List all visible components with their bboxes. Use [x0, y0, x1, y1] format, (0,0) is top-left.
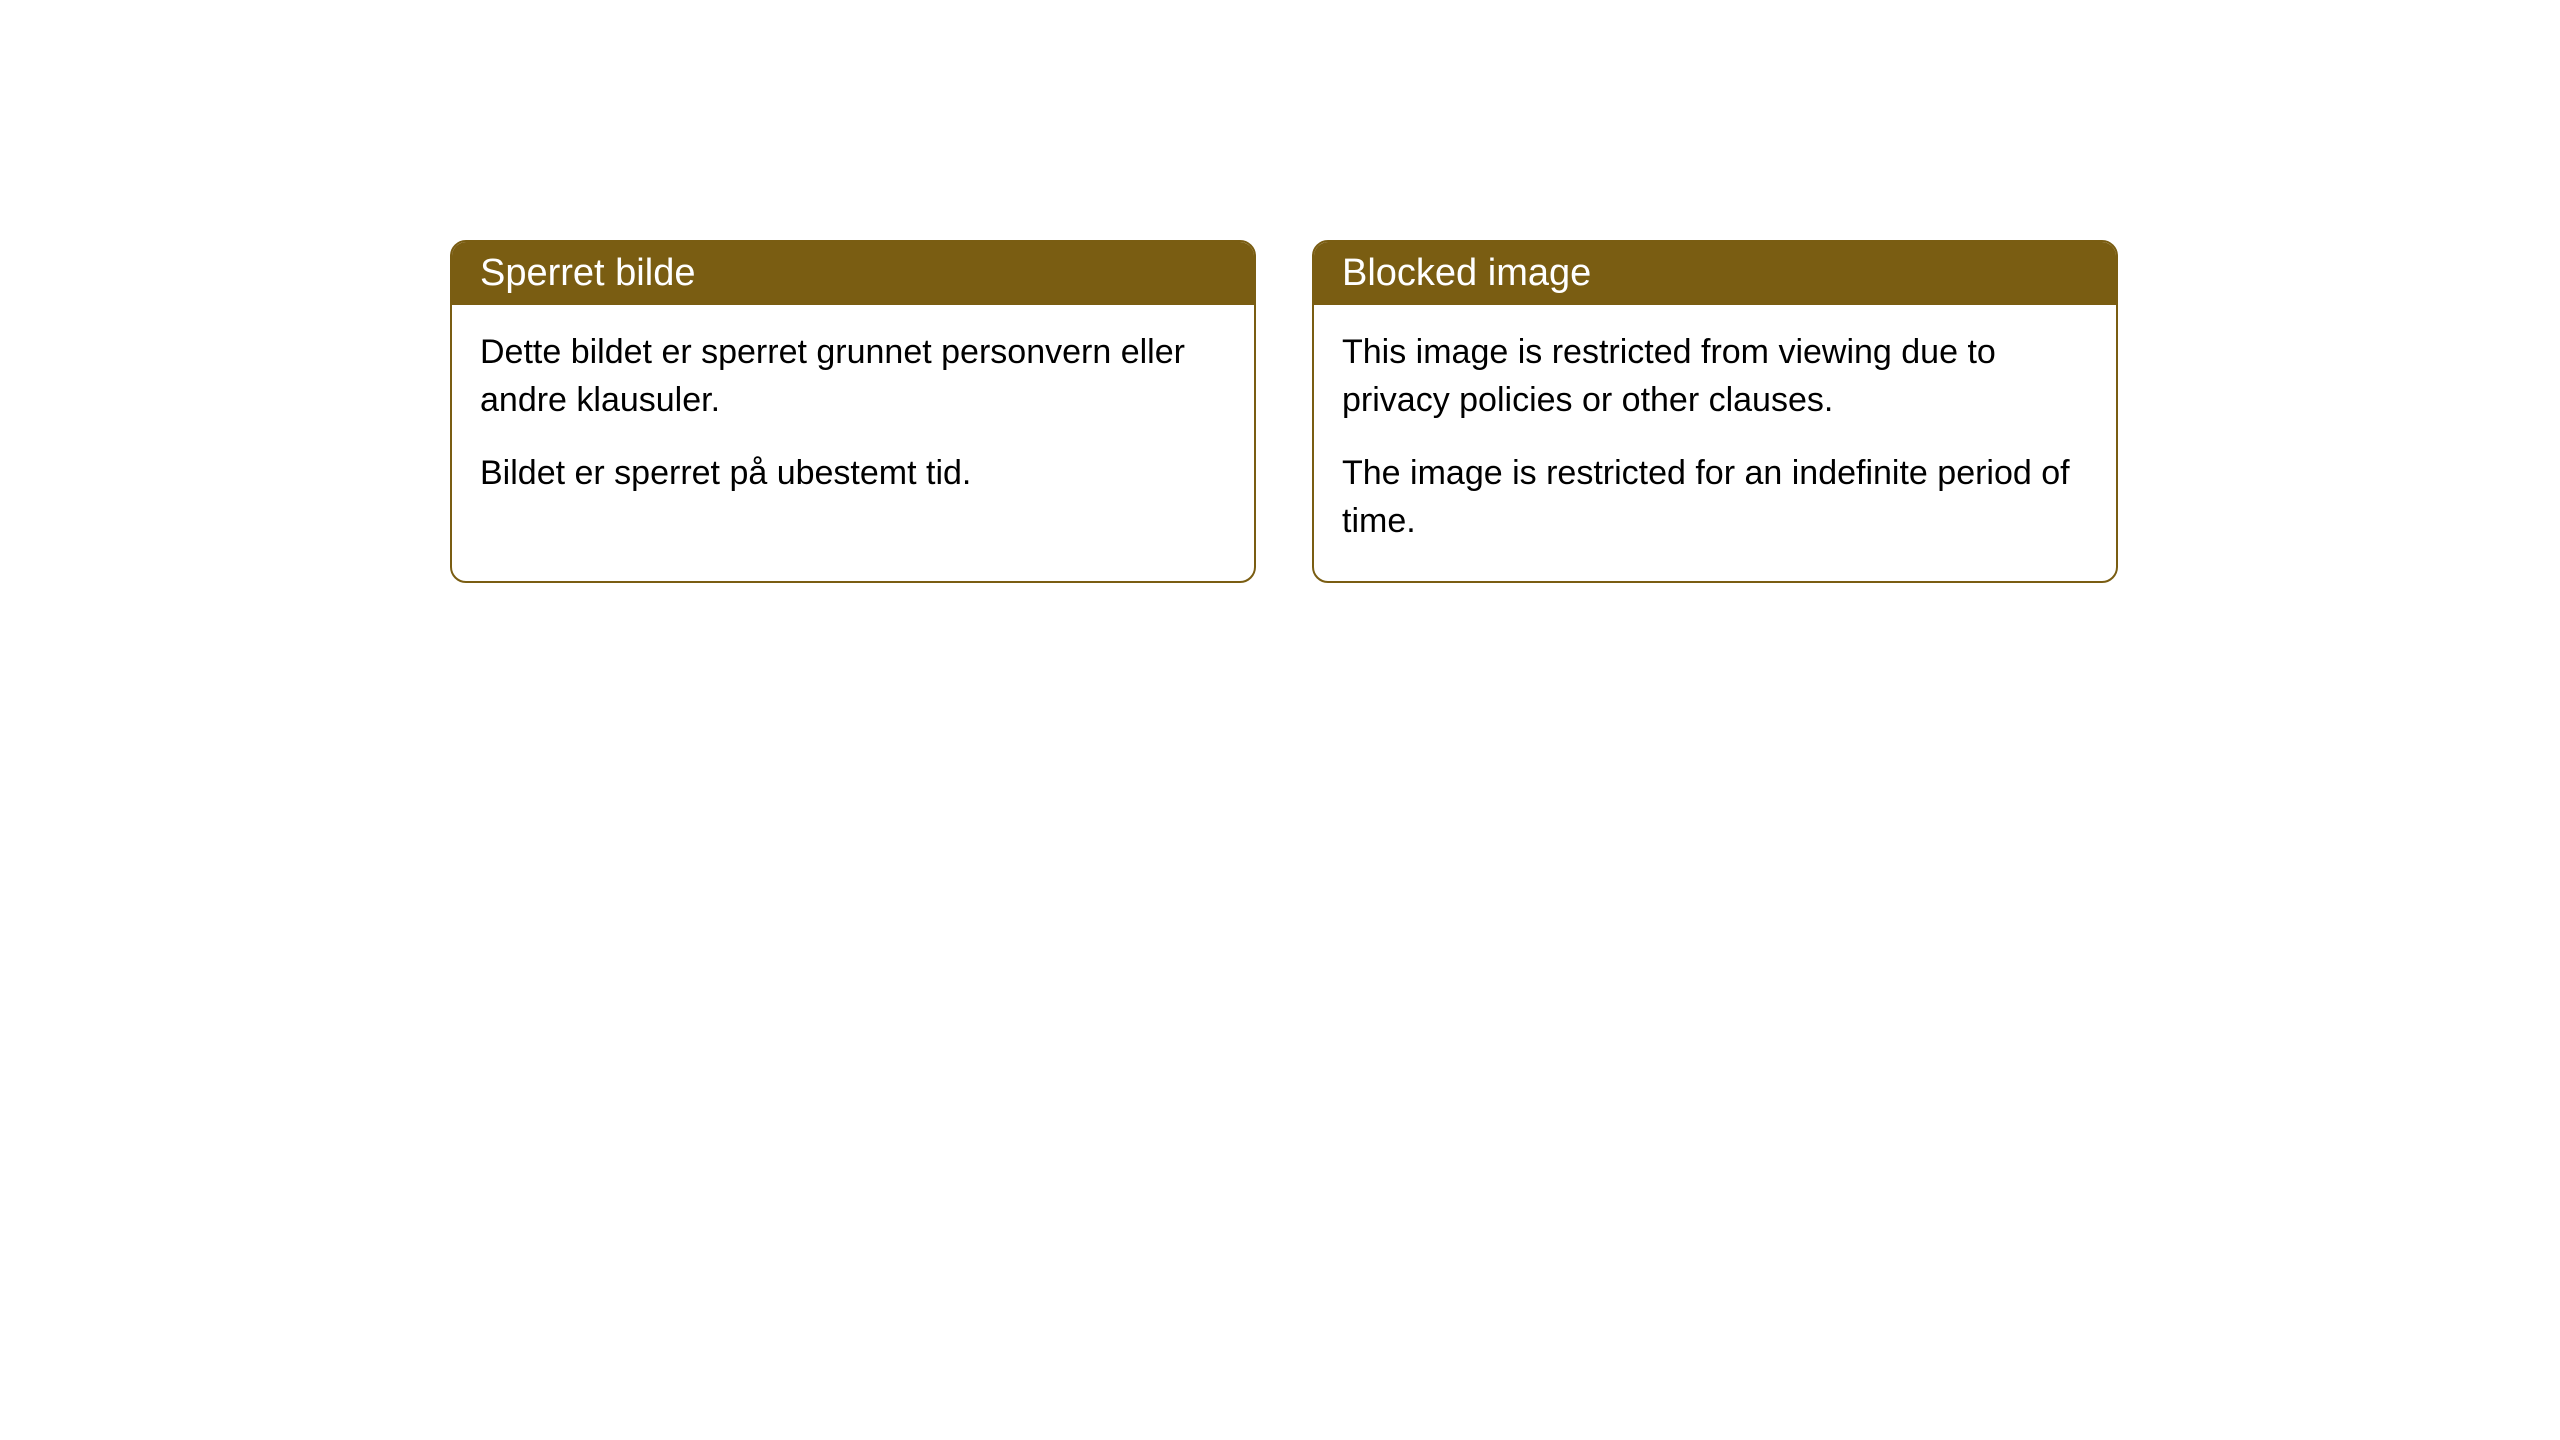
card-paragraph: Dette bildet er sperret grunnet personve… [480, 329, 1226, 424]
card-title: Sperret bilde [480, 252, 695, 294]
card-paragraph: This image is restricted from viewing du… [1342, 329, 2088, 424]
card-paragraph: The image is restricted for an indefinit… [1342, 450, 2088, 545]
card-header: Blocked image [1314, 242, 2116, 305]
notice-card-norwegian: Sperret bilde Dette bildet er sperret gr… [450, 240, 1256, 583]
card-paragraph: Bildet er sperret på ubestemt tid. [480, 450, 1226, 498]
notice-card-english: Blocked image This image is restricted f… [1312, 240, 2118, 583]
notice-cards-container: Sperret bilde Dette bildet er sperret gr… [450, 240, 2118, 583]
card-body: Dette bildet er sperret grunnet personve… [452, 305, 1254, 534]
card-body: This image is restricted from viewing du… [1314, 305, 2116, 581]
card-title: Blocked image [1342, 252, 1591, 294]
card-header: Sperret bilde [452, 242, 1254, 305]
